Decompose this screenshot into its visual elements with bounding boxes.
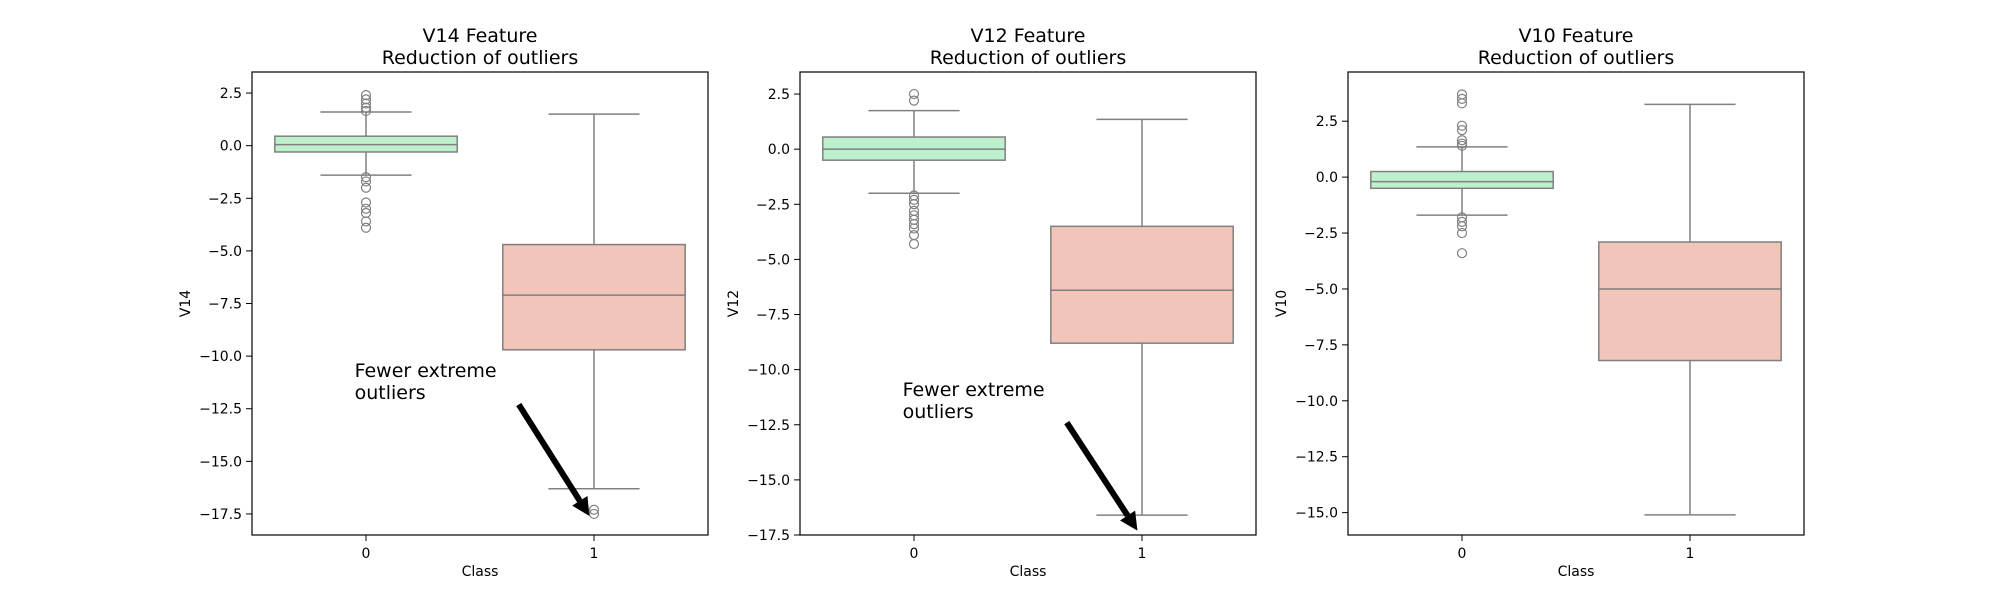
y-tick-label: −2.5 bbox=[1304, 226, 1338, 242]
y-tick-label: −2.5 bbox=[756, 197, 790, 213]
annotation-arrow-shaft bbox=[516, 402, 583, 503]
x-tick-label: 0 bbox=[362, 546, 371, 562]
annotation-text-line-2: outliers bbox=[355, 382, 426, 404]
y-tick-label: −10.0 bbox=[1295, 394, 1338, 410]
y-tick-label: 2.5 bbox=[1316, 114, 1338, 130]
y-tick-label: −15.0 bbox=[199, 454, 242, 470]
box-class-1 bbox=[1598, 103, 1782, 516]
outlier-point bbox=[360, 203, 372, 214]
box-class-0 bbox=[822, 88, 1006, 250]
outlier-point bbox=[360, 176, 372, 187]
chart-title-line-1: V10 Feature bbox=[1518, 25, 1633, 47]
outlier-point bbox=[360, 102, 372, 113]
iqr-box bbox=[1598, 241, 1782, 362]
chart-title-line-2: Reduction of outliers bbox=[1478, 47, 1674, 69]
outlier-point bbox=[1456, 248, 1468, 259]
box-class-1 bbox=[1050, 118, 1234, 516]
outlier-point bbox=[908, 219, 920, 230]
box-class-1 bbox=[502, 113, 686, 520]
y-tick-label: −12.5 bbox=[199, 402, 242, 418]
x-tick-label: 1 bbox=[1138, 546, 1147, 562]
y-tick-label: 2.5 bbox=[220, 86, 242, 102]
outlier-point bbox=[908, 194, 920, 205]
x-tick-label: 1 bbox=[1686, 546, 1695, 562]
outlier-point bbox=[1456, 93, 1468, 104]
annotation-text-line-1: Fewer extreme bbox=[903, 379, 1045, 401]
y-tick-label: 0.0 bbox=[1316, 170, 1338, 186]
y-tick-label: −7.5 bbox=[1304, 338, 1338, 354]
y-tick-label: −5.0 bbox=[1304, 282, 1338, 298]
outlier-point bbox=[1456, 140, 1468, 151]
annotation-arrow-shaft bbox=[1064, 420, 1131, 518]
outlier-point bbox=[908, 88, 920, 100]
y-axis-label: V12 bbox=[726, 290, 742, 317]
x-tick-label: 0 bbox=[1458, 546, 1467, 562]
outlier-point bbox=[360, 216, 372, 227]
y-axis-label: V10 bbox=[1274, 290, 1290, 317]
chart-title-line-2: Reduction of outliers bbox=[382, 47, 578, 69]
y-tick-label: −10.0 bbox=[747, 363, 790, 379]
x-axis-label: Class bbox=[1010, 564, 1047, 580]
x-axis-label: Class bbox=[462, 564, 499, 580]
annotation-text-line-1: Fewer extreme bbox=[355, 360, 497, 382]
outlier-point bbox=[1456, 120, 1468, 131]
outlier-point bbox=[908, 238, 920, 250]
x-tick-label: 1 bbox=[590, 546, 599, 562]
x-tick-label: 0 bbox=[910, 546, 919, 562]
outlier-point bbox=[360, 105, 372, 117]
y-tick-label: 2.5 bbox=[768, 87, 790, 103]
outlier-point bbox=[1456, 227, 1468, 239]
iqr-box bbox=[502, 243, 686, 351]
outlier-point bbox=[1456, 125, 1468, 136]
annotation-text-line-2: outliers bbox=[903, 401, 974, 423]
outlier-point bbox=[908, 199, 920, 210]
outlier-point bbox=[360, 182, 372, 193]
outlier-point bbox=[1456, 221, 1468, 232]
axes-frame bbox=[799, 71, 1257, 536]
iqr-box bbox=[1370, 170, 1554, 190]
y-tick-label: −17.5 bbox=[199, 507, 242, 523]
annotation-arrow-head bbox=[572, 496, 590, 517]
y-tick-label: 0.0 bbox=[220, 139, 242, 155]
y-tick-label: −5.0 bbox=[756, 252, 790, 268]
box-class-0 bbox=[1370, 89, 1554, 259]
chart-title-line-2: Reduction of outliers bbox=[930, 47, 1126, 69]
outlier-point bbox=[908, 230, 920, 241]
annotation-arrow-head bbox=[1120, 510, 1138, 531]
outlier-point bbox=[908, 223, 920, 234]
outlier-point bbox=[588, 508, 600, 520]
y-tick-label: −7.5 bbox=[208, 297, 242, 313]
outlier-point bbox=[360, 98, 372, 109]
y-axis-label: V14 bbox=[178, 290, 194, 317]
outlier-point bbox=[360, 172, 372, 183]
outlier-point bbox=[588, 504, 600, 515]
y-tick-label: −2.5 bbox=[208, 191, 242, 207]
chart-title-line-1: V12 Feature bbox=[970, 25, 1085, 47]
outlier-point bbox=[360, 197, 372, 208]
y-tick-label: 0.0 bbox=[768, 142, 790, 158]
y-tick-label: −15.0 bbox=[1295, 506, 1338, 522]
y-tick-label: −5.0 bbox=[208, 244, 242, 260]
y-tick-label: −12.5 bbox=[747, 418, 790, 434]
box-class-0 bbox=[274, 90, 458, 233]
outlier-point bbox=[360, 222, 372, 233]
outlier-point bbox=[1456, 135, 1468, 146]
y-tick-label: −7.5 bbox=[756, 308, 790, 324]
outlier-point bbox=[1456, 98, 1468, 109]
iqr-box bbox=[1050, 225, 1234, 344]
y-tick-label: −12.5 bbox=[1295, 450, 1338, 466]
outlier-point bbox=[1456, 216, 1468, 227]
outlier-point bbox=[908, 95, 920, 106]
axes-frame bbox=[1347, 71, 1805, 536]
y-tick-label: −10.0 bbox=[199, 349, 242, 365]
y-tick-label: −17.5 bbox=[747, 528, 790, 544]
x-axis-label: Class bbox=[1558, 564, 1595, 580]
y-tick-label: −15.0 bbox=[747, 473, 790, 489]
chart-title-line-1: V14 Feature bbox=[422, 25, 537, 47]
